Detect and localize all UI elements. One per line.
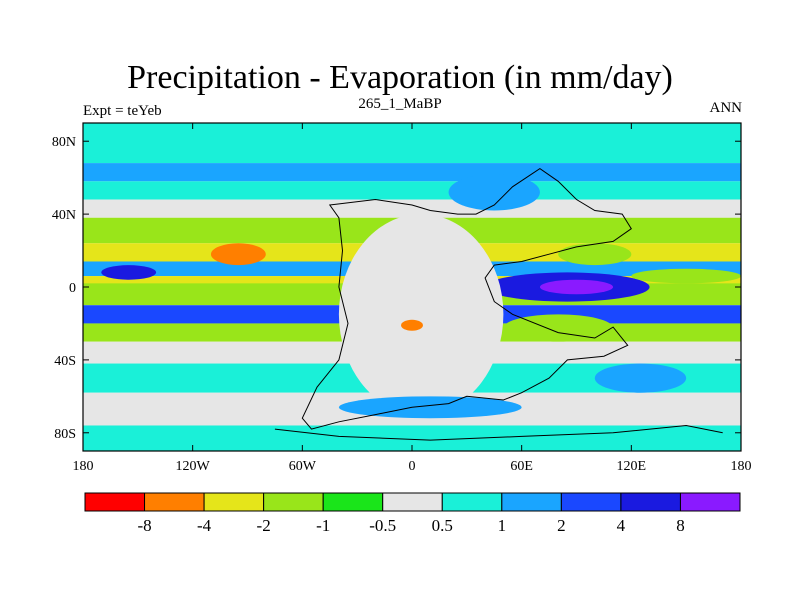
season-label: ANN xyxy=(709,100,743,116)
field-feature xyxy=(631,268,741,284)
colorbar-swatch xyxy=(144,492,205,512)
field-feature xyxy=(503,314,614,342)
y-tick-label: 0 xyxy=(69,281,76,296)
colorbar-swatch xyxy=(263,492,324,512)
zonal-band xyxy=(83,163,741,182)
colorbar-label: -4 xyxy=(197,516,212,535)
colorbar-label: 1 xyxy=(498,516,507,535)
field-feature xyxy=(558,243,632,266)
y-tick-label: 40N xyxy=(52,208,76,223)
y-tick-label: 80N xyxy=(52,135,76,150)
colorbar-swatch xyxy=(501,492,562,512)
axis-ticks: 180 120W 60W 0 60E 120E 180 80N 40N 0 40S 80S xyxy=(52,123,752,474)
x-tick-label: 180 xyxy=(731,459,752,474)
x-tick-label: 180 xyxy=(73,459,94,474)
x-tick-label: 60W xyxy=(289,459,317,474)
colorbar-label: 0.5 xyxy=(432,516,453,535)
colorbar-swatch xyxy=(203,492,265,512)
field-feature xyxy=(101,265,157,280)
field-feature xyxy=(401,319,423,331)
x-tick-label: 120E xyxy=(617,459,647,474)
zonal-band xyxy=(83,199,741,218)
colorbar-swatch xyxy=(441,492,503,512)
colorbar-label: -8 xyxy=(137,516,151,535)
colorbar-swatch xyxy=(84,492,146,512)
colorbar-swatch xyxy=(560,492,622,512)
field-feature xyxy=(338,396,522,419)
coastlines xyxy=(274,167,723,441)
colorbar-label: -2 xyxy=(257,516,271,535)
chart-title: Precipitation - Evaporation (in mm/day) xyxy=(127,59,673,96)
experiment-label: Expt = teYeb xyxy=(83,103,162,119)
zonal-band xyxy=(83,123,741,164)
y-tick-label: 80S xyxy=(54,427,76,442)
colorbar-swatch xyxy=(382,492,443,512)
colorbar-label: 4 xyxy=(617,516,626,535)
x-tick-label: 60E xyxy=(510,459,533,474)
map-field xyxy=(83,123,741,451)
x-tick-label: 120W xyxy=(176,459,211,474)
colorbar-label: 2 xyxy=(557,516,566,535)
colorbar-swatch xyxy=(322,492,384,512)
field-feature xyxy=(448,174,540,211)
continent-coastline xyxy=(301,167,632,430)
colorbar-label: 8 xyxy=(676,516,685,535)
zonal-band xyxy=(83,181,741,200)
colorbar-swatch xyxy=(679,492,741,512)
colorbar-label: -1 xyxy=(316,516,330,535)
field-feature xyxy=(594,363,687,393)
y-tick-label: 40S xyxy=(54,354,76,369)
southern-coastline xyxy=(274,424,723,441)
field-feature xyxy=(539,279,614,295)
colorbar: -8 -4 -2 -1 -0.5 0.5 1 2 4 8 xyxy=(84,492,741,535)
colorbar-label: -0.5 xyxy=(369,516,396,535)
colorbar-swatch xyxy=(620,492,681,512)
field-feature xyxy=(210,243,266,266)
chart-subtitle: 265_1_MaBP xyxy=(358,96,442,112)
x-tick-label: 0 xyxy=(409,459,416,474)
field-feature xyxy=(338,214,504,415)
